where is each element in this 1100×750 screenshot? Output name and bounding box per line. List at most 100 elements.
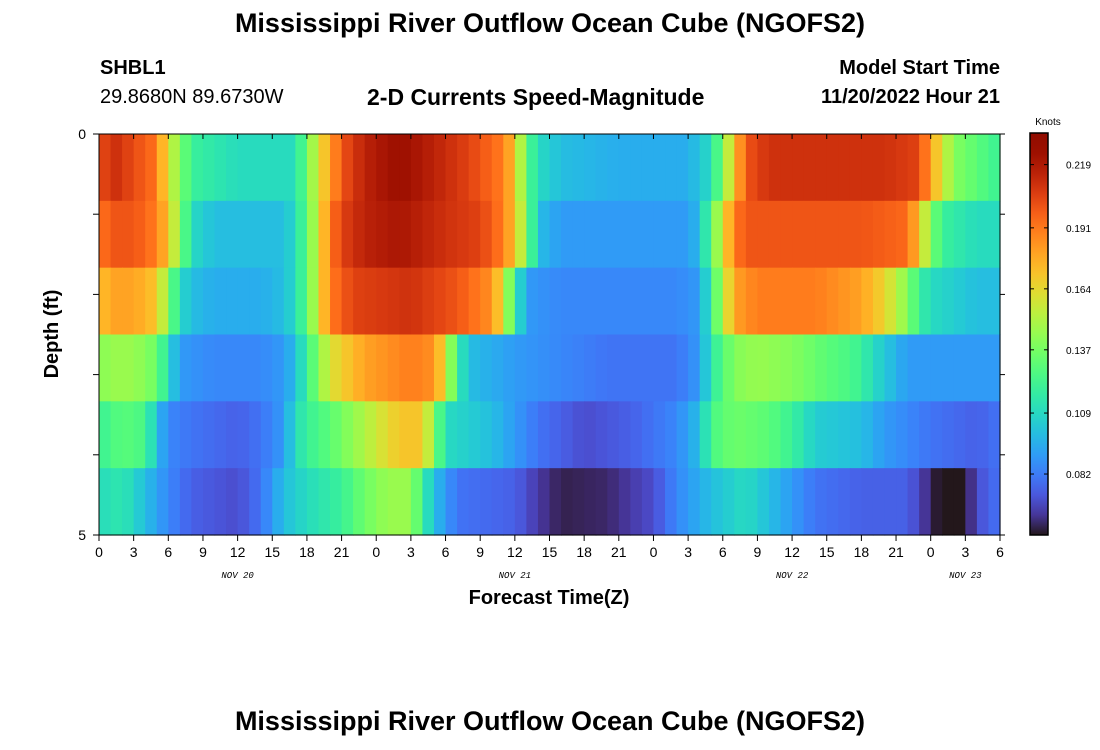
heatmap-cell (780, 334, 793, 402)
heatmap-cell (907, 468, 920, 536)
heatmap-cell (757, 334, 770, 402)
heatmap-cell (122, 134, 135, 202)
heatmap-cell (584, 267, 597, 336)
heatmap-cell (110, 401, 123, 469)
colorbar-ticks: 0.219 0.191 0.164 0.137 0.109 0.082 (1030, 161, 1091, 481)
heatmap-cell (653, 200, 666, 269)
heatmap-cell (711, 200, 724, 269)
heatmap-cell (503, 334, 516, 402)
heatmap-cell (468, 200, 481, 269)
heatmap-cell (272, 468, 285, 536)
heatmap-cell (988, 334, 1001, 402)
heatmap-cell (433, 334, 447, 402)
heatmap-cell (792, 468, 805, 536)
heatmap-cell (641, 134, 655, 202)
heatmap-cell (942, 134, 955, 202)
heatmap-cell (99, 200, 112, 269)
heatmap-cell (699, 134, 712, 202)
heatmap-cell (942, 468, 955, 536)
heatmap-cell (861, 200, 874, 269)
heatmap-cell (792, 334, 805, 402)
heatmap-cell (457, 468, 470, 536)
heatmap-cell (364, 334, 377, 402)
heatmap-cell (838, 267, 851, 336)
heatmap-cell (237, 401, 250, 469)
heatmap-cell (364, 267, 377, 336)
heatmap-cell (110, 134, 123, 202)
heatmap-cell (306, 334, 320, 402)
heatmap-cell (237, 200, 250, 269)
heatmap-cell (953, 334, 966, 402)
heatmap-cell (526, 401, 539, 469)
heatmap-cell (688, 134, 701, 202)
heatmap-cell (722, 401, 735, 469)
heatmap-cell (445, 134, 458, 202)
heatmap-cell (353, 267, 366, 336)
heatmap-cell (734, 334, 747, 402)
colorbar-bar (1029, 132, 1049, 536)
heatmap-cell (665, 200, 678, 269)
heatmap-cell (376, 200, 389, 269)
heatmap-cell (514, 267, 527, 336)
heatmap-cell (826, 334, 839, 402)
heatmap-cell (745, 468, 759, 536)
colorbar-tick-label: 0.191 (1066, 224, 1091, 235)
heatmap-cell (930, 200, 943, 269)
heatmap-cell (433, 267, 447, 336)
heatmap-cell (145, 267, 158, 336)
heatmap-cell (676, 334, 689, 402)
heatmap-cell (226, 468, 239, 536)
heatmap-cell (237, 134, 250, 202)
heatmap-cell (757, 267, 770, 336)
heatmap-cell (272, 267, 285, 336)
heatmap-cell (226, 334, 239, 402)
heatmap-cell (630, 200, 643, 269)
heatmap-cell (722, 200, 735, 269)
heatmap-cell (480, 334, 493, 402)
heatmap-cell (249, 401, 262, 469)
heatmap-cell (768, 401, 782, 469)
heatmap-cell (145, 468, 158, 536)
heatmap-cell (306, 200, 320, 269)
x-tick-label: 9 (754, 544, 762, 560)
x-tick-label: 21 (334, 544, 350, 560)
heatmap-cell (376, 334, 389, 402)
heatmap-cell (272, 334, 285, 402)
x-tick-label: 3 (130, 544, 138, 560)
heatmap-cell (537, 267, 551, 336)
heatmap-chart: 0 3 6 9 12 15 18 21 0 3 6 9 12 15 18 21 0 3 6 9 12 15 18 21 0 3 6 N… (41, 117, 1091, 609)
heatmap-cell (988, 267, 1001, 336)
heatmap-cell (930, 401, 943, 469)
heatmap-cell (815, 200, 828, 269)
heatmap-cell (896, 267, 909, 336)
heatmap-cell (665, 267, 678, 336)
heatmap-cell (491, 134, 504, 202)
heatmap-cell (861, 468, 874, 536)
heatmap-cell (376, 401, 389, 469)
heatmap-cell (191, 267, 204, 336)
heatmap-cell (341, 267, 354, 336)
heatmap-cell (561, 200, 574, 269)
heatmap-cell (907, 334, 920, 402)
heatmap-cell (734, 200, 747, 269)
heatmap-cell (826, 134, 839, 202)
heatmap-cell (653, 267, 666, 336)
heatmap-cell (202, 334, 216, 402)
heatmap-cell (607, 134, 620, 202)
y-tick-label: 5 (78, 527, 86, 543)
x-tick-label: 0 (95, 544, 103, 560)
next-chart-title: Mississippi River Outflow Ocean Cube (NG… (234, 706, 866, 736)
heatmap-cell (676, 200, 689, 269)
heatmap-cell (353, 200, 366, 269)
heatmap-cell (561, 401, 574, 469)
heatmap-cell (202, 200, 216, 269)
day-label: NOV 22 (776, 571, 809, 581)
heatmap-cell (768, 468, 782, 536)
heatmap-cell (792, 267, 805, 336)
heatmap-cell (976, 468, 990, 536)
heatmap-cell (688, 267, 701, 336)
heatmap-cell (514, 401, 527, 469)
heatmap-cell (399, 134, 412, 202)
heatmap-cell (826, 267, 839, 336)
heatmap-cell (919, 468, 932, 536)
